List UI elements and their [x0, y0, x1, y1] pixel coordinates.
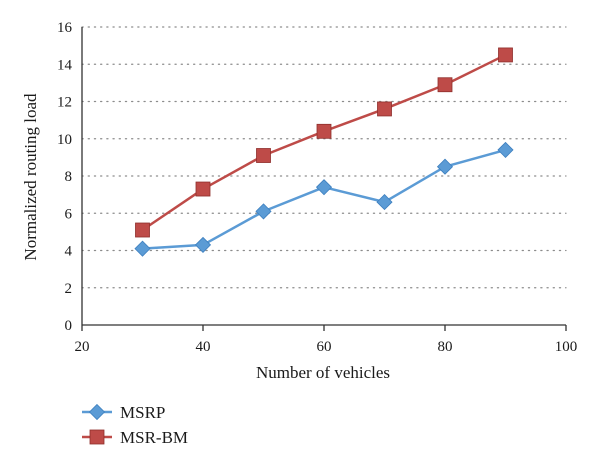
y-tick-label-4: 4	[65, 244, 73, 260]
y-tick-labels: 0 2 4 6 8 10 12 14 16	[57, 20, 73, 334]
legend-marker-msrp	[88, 403, 106, 421]
y-tick-label-10: 10	[57, 132, 72, 148]
data-point-msrp-80	[436, 158, 454, 175]
gridlines	[81, 26, 567, 289]
series-msr-bm	[135, 47, 513, 238]
y-tick-label-6: 6	[65, 206, 73, 222]
x-tick-label-80: 80	[438, 339, 453, 355]
x-axis-label: Number of vehicles	[256, 363, 390, 382]
y-tick-label-14: 14	[57, 57, 73, 73]
legend-label-msr-bm: MSR-BM	[120, 428, 188, 447]
y-tick-label-0: 0	[65, 318, 73, 334]
x-tick-label-60: 60	[317, 339, 332, 355]
data-point-msrp-30	[134, 240, 151, 257]
data-point-msr-bm-50	[256, 148, 271, 163]
series-layer	[134, 47, 514, 257]
y-tick-label-16: 16	[57, 20, 73, 36]
x-tick-label-100: 100	[555, 339, 578, 355]
axes	[81, 27, 567, 331]
x-tick-label-40: 40	[196, 339, 211, 355]
series-msrp	[134, 141, 514, 257]
legend-marker-msr-bm	[89, 429, 105, 445]
data-point-msr-bm-60	[316, 123, 332, 139]
data-point-msr-bm-30	[135, 222, 150, 238]
x-tick-labels: 20 40 60 80 100	[75, 339, 578, 355]
data-point-msr-bm-40	[195, 181, 211, 197]
legend: MSRP MSR-BM	[82, 403, 188, 447]
legend-label-msrp: MSRP	[120, 403, 165, 422]
legend-item-msrp: MSRP	[82, 403, 165, 422]
legend-symbol-msr-bm	[89, 429, 105, 445]
legend-item-msr-bm: MSR-BM	[82, 428, 188, 447]
data-point-msrp-50	[255, 203, 272, 220]
y-axis-label: Normalized routing load	[21, 93, 40, 261]
data-point-msr-bm-70	[377, 101, 392, 117]
data-point-msrp-40	[194, 236, 212, 253]
data-point-msr-bm-90	[498, 47, 513, 63]
data-point-msrp-60	[315, 179, 333, 196]
y-tick-label-2: 2	[65, 281, 73, 297]
legend-symbol-msrp	[88, 403, 106, 421]
x-tick-label-20: 20	[75, 339, 90, 355]
y-tick-label-12: 12	[57, 95, 72, 111]
data-point-msrp-90	[497, 141, 514, 158]
y-tick-label-8: 8	[65, 169, 73, 185]
data-point-msrp-70	[376, 194, 393, 211]
data-point-msr-bm-80	[437, 77, 453, 93]
